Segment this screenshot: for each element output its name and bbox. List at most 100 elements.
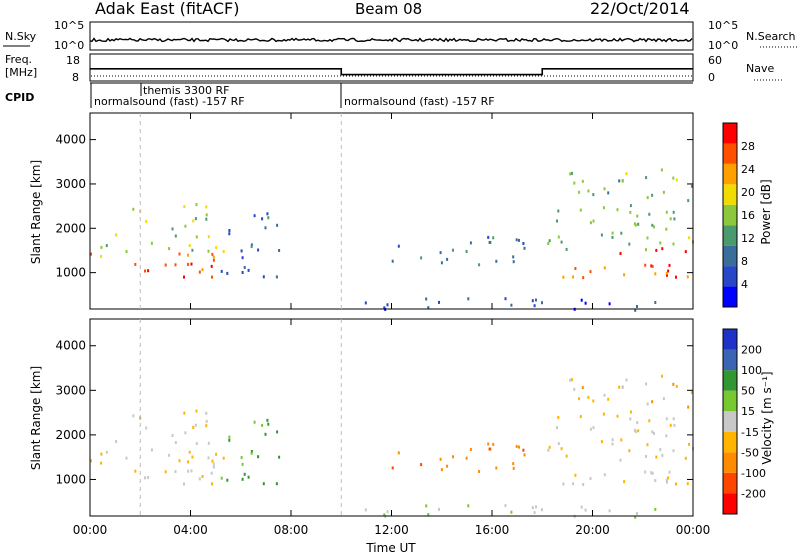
colorbar-tick-label: 8: [741, 255, 748, 268]
colorbar-tick-label: -50: [741, 446, 759, 459]
y-tick-label: 3000: [55, 177, 86, 191]
power-cell: [184, 224, 187, 228]
power-cell: [250, 245, 253, 249]
power-cell: [488, 241, 491, 244]
colorbar-swatch: [723, 370, 737, 391]
power-cell: [278, 249, 281, 252]
power-cell: [276, 223, 279, 227]
velocity-yaxis-ticks: 1000 2000 3000 4000: [55, 339, 693, 486]
x-tick-label: 00:00: [676, 523, 711, 537]
power-cell: [510, 303, 513, 307]
power-cell: [383, 306, 386, 310]
power-cell: [211, 252, 214, 256]
power-cell: [611, 231, 614, 235]
power-cell: [584, 301, 587, 305]
power-cell: [446, 257, 449, 261]
colorbar-tick-label: 50: [741, 385, 755, 398]
velocity-cell: [492, 442, 495, 446]
power-cell: [579, 208, 582, 212]
power-cell: [192, 219, 195, 223]
velocity-cell: [198, 477, 201, 481]
velocity-cell: [174, 441, 177, 445]
power-cell: [533, 304, 536, 308]
velocity-cell: [425, 504, 428, 508]
power-cell: [672, 210, 675, 214]
cpid-label: CPID: [5, 91, 34, 104]
power-cell: [665, 271, 668, 275]
velocity-cell: [125, 456, 128, 460]
power-cell: [623, 273, 626, 277]
x-tick-label: 12:00: [374, 523, 409, 537]
frequency-trace: [90, 68, 693, 76]
velocity-cell: [487, 442, 490, 446]
power-cell: [241, 271, 244, 274]
velocity-cell: [562, 482, 565, 486]
colorbar-swatch: [723, 452, 737, 473]
velocity-cell: [620, 438, 623, 442]
velocity-cell: [654, 479, 657, 483]
power-cell: [665, 227, 668, 231]
velocity-cell: [565, 454, 568, 458]
velocity-cell: [478, 470, 481, 473]
power-cell: [195, 235, 198, 239]
velocity-cell: [386, 510, 389, 514]
power-cell: [144, 269, 146, 273]
power-cell: [581, 179, 584, 183]
power-cell: [150, 241, 153, 245]
velocity-cell: [592, 399, 595, 403]
velocity-cell: [653, 431, 655, 435]
velocity-cell: [582, 483, 585, 486]
noise-right-tick-bottom: 10^0: [708, 39, 738, 52]
power-cell: [467, 297, 470, 301]
power-cell: [633, 222, 636, 226]
velocity-cell: [201, 475, 204, 478]
velocity-cell: [637, 429, 640, 433]
power-cell: [183, 275, 185, 279]
power-cell: [512, 260, 515, 264]
velocity-cell: [211, 482, 213, 486]
velocity-cell: [264, 432, 267, 436]
velocity-cell: [662, 397, 665, 401]
velocity-cell: [212, 462, 215, 466]
power-cell: [187, 253, 190, 257]
power-cell: [651, 193, 654, 197]
power-cell: [364, 301, 367, 305]
power-cell: [587, 189, 590, 193]
power-cell: [625, 172, 628, 176]
power-cell: [621, 179, 624, 183]
velocity-cell: [495, 466, 498, 470]
nsearch-label: N.Search: [746, 30, 796, 43]
velocity-cell: [183, 482, 185, 486]
power-cell: [220, 269, 223, 273]
colorbar-swatch: [723, 225, 737, 246]
power-cell: [198, 270, 201, 274]
power-cell: [211, 275, 213, 279]
velocity-cell: [648, 419, 651, 423]
velocity-cell: [383, 513, 386, 517]
power-cell: [645, 176, 648, 180]
colorbar-tick-label: 200: [741, 344, 762, 357]
velocity-cell: [191, 455, 194, 459]
velocity-cell: [515, 444, 518, 448]
velocity-cell: [646, 402, 649, 406]
power-cell: [420, 256, 423, 260]
power-cell: [654, 301, 657, 304]
power-cell: [684, 250, 687, 254]
velocity-cell: [661, 453, 664, 457]
velocity-cell: [687, 405, 690, 409]
colorbar-swatch: [723, 349, 737, 371]
power-cell: [666, 273, 668, 277]
velocity-cell: [665, 478, 668, 482]
velocity-cell: [241, 477, 244, 481]
velocity-cell: [195, 442, 198, 446]
colorbar-swatch: [723, 143, 737, 164]
power-yaxis-label: Slant Range [km]: [29, 160, 43, 264]
velocity-cell: [589, 427, 592, 431]
noise-panel: N.Sky 10^5 10^0 10^5 10^0 N.Search: [3, 19, 798, 52]
velocity-cell: [205, 419, 208, 423]
velocity-cell: [164, 470, 167, 474]
velocity-cell: [651, 400, 654, 404]
power-cell: [653, 225, 655, 229]
velocity-cell: [397, 451, 400, 455]
velocity-cell: [220, 476, 223, 480]
